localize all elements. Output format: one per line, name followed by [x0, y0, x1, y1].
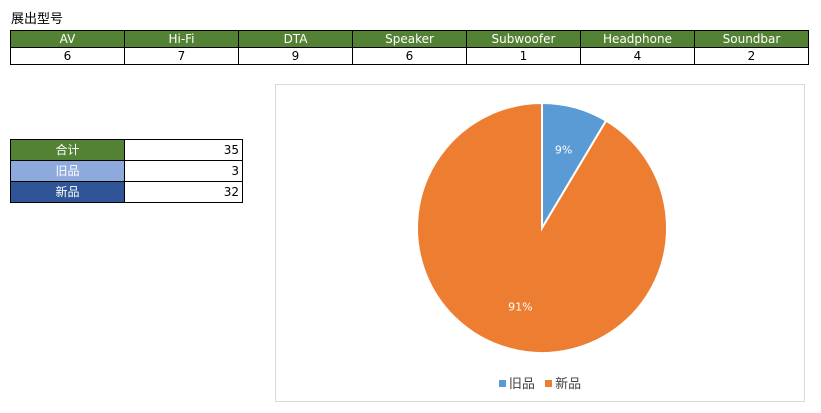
old-label: 旧品 [10, 160, 125, 182]
pie-chart: 9% 91% 旧品 新品 [275, 84, 805, 402]
summary-row-new: 新品 32 [10, 181, 243, 203]
legend-label-old: 旧品 [508, 377, 535, 392]
pie-slice-new [416, 101, 668, 354]
pie-label-new: 91% [508, 300, 532, 313]
count-soundbar: 2 [694, 47, 809, 65]
header-dta: DTA [238, 30, 353, 48]
legend-swatch-new [545, 380, 553, 387]
new-label: 新品 [10, 181, 125, 203]
new-value: 32 [124, 181, 243, 203]
pie-chart-svg: 9% 91% [416, 101, 668, 354]
model-count-row: 6 7 9 6 1 4 2 [10, 47, 809, 65]
legend-item-old: 旧品 [498, 373, 535, 392]
count-subwoofer: 1 [466, 47, 581, 65]
header-headphone: Headphone [580, 30, 695, 48]
header-speaker: Speaker [352, 30, 467, 48]
old-value: 3 [124, 160, 243, 182]
summary-table: 合计 35 旧品 3 新品 32 [10, 139, 243, 203]
page-title: 展出型号 [11, 12, 64, 27]
summary-row-old: 旧品 3 [10, 160, 243, 182]
count-hifi: 7 [124, 47, 239, 65]
model-count-table: AV Hi-Fi DTA Speaker Subwoofer Headphone… [10, 30, 809, 65]
summary-row-total: 合计 35 [10, 139, 243, 161]
chart-legend: 旧品 新品 [276, 373, 804, 392]
header-subwoofer: Subwoofer [466, 30, 581, 48]
count-speaker: 6 [352, 47, 467, 65]
pie-label-old: 9% [555, 144, 572, 157]
count-av: 6 [10, 47, 125, 65]
model-header-row: AV Hi-Fi DTA Speaker Subwoofer Headphone… [10, 30, 809, 48]
count-headphone: 4 [580, 47, 695, 65]
count-dta: 9 [238, 47, 353, 65]
legend-label-new: 新品 [555, 377, 582, 392]
legend-swatch-old [498, 380, 506, 387]
header-hifi: Hi-Fi [124, 30, 239, 48]
total-value: 35 [124, 139, 243, 161]
header-av: AV [10, 30, 125, 48]
header-soundbar: Soundbar [694, 30, 809, 48]
legend-item-new: 新品 [545, 373, 581, 392]
total-label: 合计 [10, 139, 125, 161]
